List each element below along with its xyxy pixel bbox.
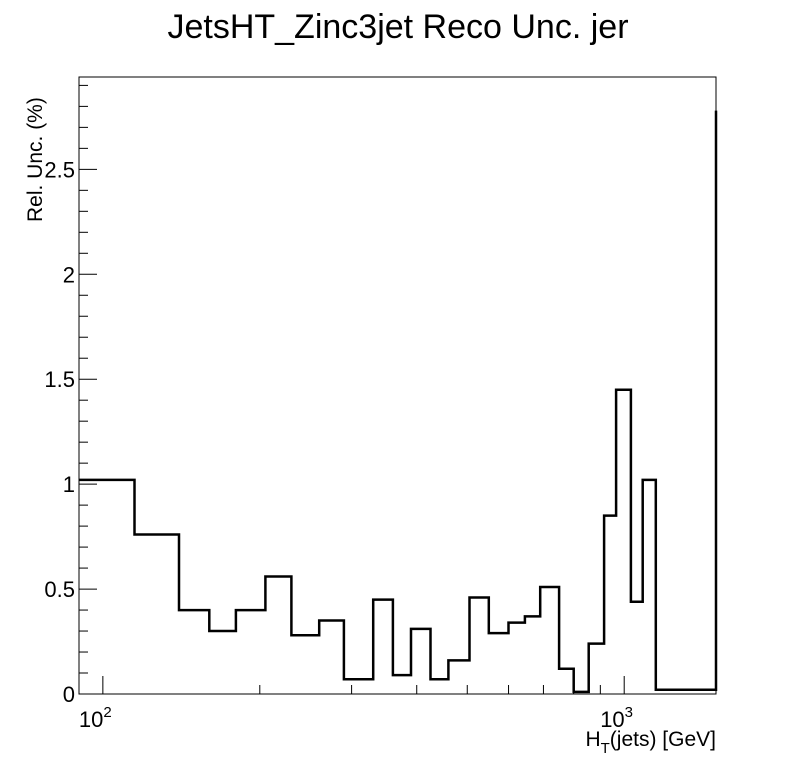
x-axis-label-rest: (jets) [GeV]: [610, 728, 716, 751]
x-axis: 102 103: [78, 676, 633, 732]
y-axis-label: Rel. Unc. (%): [24, 97, 47, 222]
x-tick-label: 102: [79, 704, 112, 732]
y-tick-label: 1: [63, 472, 75, 497]
y-tick-label: 2.5: [44, 157, 75, 182]
x-axis-label-main: H: [585, 728, 600, 751]
x-axis-label: HT(jets) [GeV]: [585, 728, 716, 757]
y-tick-label: 0: [63, 682, 75, 707]
x-tick-label: 103: [600, 704, 633, 732]
y-axis: 0 0.5 1 1.5 2 2.5: [44, 84, 97, 707]
histogram-step-line: [79, 110, 718, 694]
chart-title: JetsHT_Zinc3jet Reco Unc. jer: [167, 8, 628, 46]
y-tick-label: 1.5: [44, 367, 75, 392]
x-axis-label-sub: T: [601, 740, 610, 757]
y-tick-label: 2: [63, 262, 75, 287]
y-tick-label: 0.5: [44, 577, 75, 602]
plot-frame: [78, 76, 717, 695]
